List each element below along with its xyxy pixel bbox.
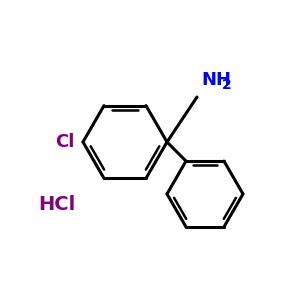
Text: Cl: Cl [56,133,75,151]
Text: HCl: HCl [38,196,75,214]
Text: 2: 2 [222,78,232,92]
Text: NH: NH [201,71,231,89]
